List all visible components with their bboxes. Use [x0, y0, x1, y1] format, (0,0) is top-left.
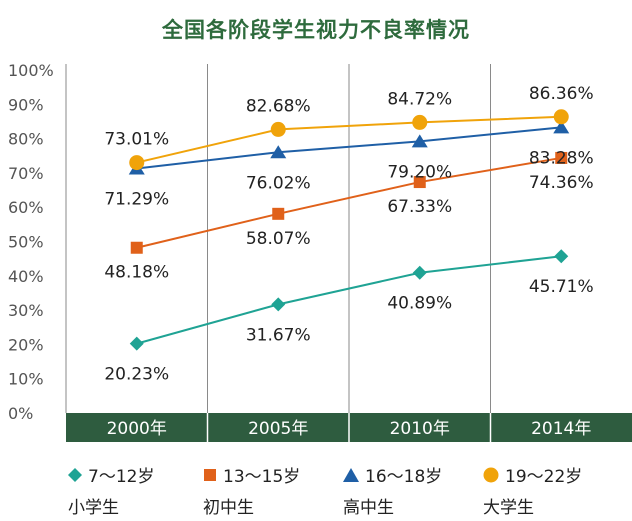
legend: 7～12岁 小学生 13～15岁 初中生 16～18岁 高中生 19～22岁 大… — [0, 462, 632, 518]
data-point-triangle — [270, 145, 287, 159]
y-tick-label: 90% — [8, 95, 44, 114]
x-tick-label: 2010年 — [390, 419, 450, 439]
legend-item-college: 19～22岁 大学生 — [483, 462, 632, 518]
data-label: 31.67% — [246, 325, 311, 345]
chart-plot: 0% 10% 20% 30% 40% 50% 60% 70% 80% 90% 100% 2000年 20… — [8, 61, 632, 442]
data-point-square — [130, 241, 143, 254]
legend-group-primary: 小学生 — [68, 498, 119, 518]
legend-item-senior: 16～18岁 高中生 — [343, 462, 493, 518]
legend-age-senior: 16～18岁 — [365, 467, 443, 487]
y-tick-label: 30% — [8, 301, 44, 320]
triangle-icon — [343, 467, 359, 482]
data-label: 74.36% — [529, 173, 594, 193]
data-point-diamond — [412, 265, 427, 280]
y-tick-label: 80% — [8, 130, 44, 149]
legend-group-junior: 初中生 — [203, 498, 254, 518]
data-label: 58.07% — [246, 229, 311, 249]
data-point-square — [555, 151, 568, 164]
legend-age-college: 19～22岁 — [505, 467, 583, 487]
data-point-circle — [129, 155, 145, 171]
data-label: 67.33% — [387, 197, 452, 217]
y-tick-label: 70% — [8, 164, 44, 183]
legend-age-junior: 13～15岁 — [223, 467, 301, 487]
y-tick-label: 0% — [8, 404, 33, 423]
chart-title: 全国各阶段学生视力不良率情况 — [162, 18, 470, 42]
x-tick-label: 2000年 — [107, 419, 167, 439]
data-point-circle — [412, 114, 428, 130]
x-tick-label: 2014年 — [531, 419, 591, 439]
x-tick-label: 2005年 — [248, 419, 308, 439]
data-point-circle — [553, 109, 569, 125]
y-tick-label: 10% — [8, 370, 44, 389]
data-label: 73.01% — [104, 130, 169, 150]
circle-icon — [483, 467, 499, 482]
data-label: 40.89% — [387, 294, 452, 314]
data-point-triangle — [553, 120, 570, 134]
y-tick-label: 100% — [8, 61, 54, 80]
data-label: 76.02% — [246, 173, 311, 193]
data-label: 45.71% — [529, 277, 594, 297]
series-line-0 — [136, 255, 562, 345]
data-point-circle — [270, 121, 286, 137]
legend-group-senior: 高中生 — [343, 498, 394, 518]
data-point-triangle — [411, 134, 428, 148]
data-label: 79.20% — [387, 162, 452, 182]
diamond-icon — [68, 467, 82, 482]
data-label: 71.29% — [104, 189, 169, 209]
legend-item-primary: 7～12岁 小学生 — [68, 462, 218, 518]
legend-age-primary: 7～12岁 — [88, 467, 155, 487]
data-label: 82.68% — [246, 96, 311, 116]
data-label: 48.18% — [104, 263, 169, 283]
legend-item-junior: 13～15岁 初中生 — [203, 462, 353, 518]
legend-group-college: 大学生 — [483, 498, 534, 518]
data-point-diamond — [271, 297, 286, 312]
data-point-diamond — [129, 336, 144, 351]
y-tick-label: 60% — [8, 198, 44, 217]
series-line-2 — [136, 126, 562, 170]
series-line-1 — [136, 156, 562, 249]
data-label: 84.72% — [387, 89, 452, 109]
data-label: 86.36% — [529, 84, 594, 104]
y-tick-label: 50% — [8, 233, 44, 252]
square-icon — [204, 468, 216, 481]
data-point-square — [272, 207, 285, 220]
y-tick-label: 20% — [8, 335, 44, 354]
series-line-3 — [136, 115, 562, 164]
data-point-square — [413, 176, 426, 189]
data-label: 83.28% — [529, 148, 594, 168]
data-point-diamond — [554, 249, 569, 264]
y-tick-label: 40% — [8, 267, 44, 286]
data-label: 20.23% — [104, 365, 169, 385]
